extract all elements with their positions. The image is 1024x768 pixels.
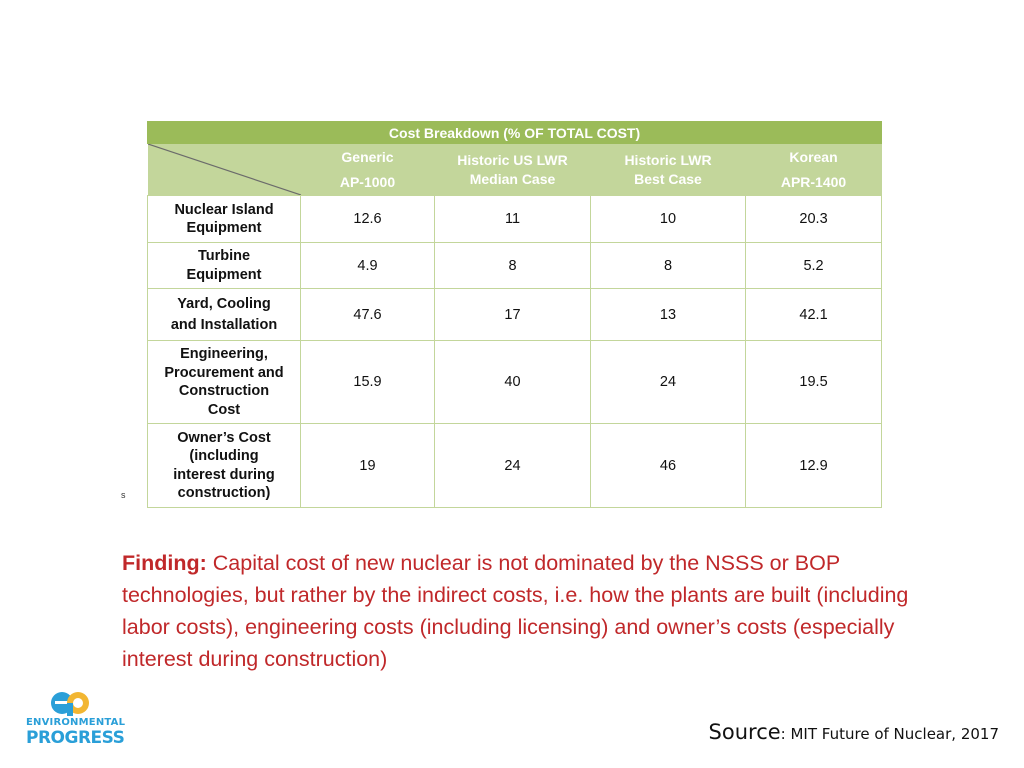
table-row: Turbine Equipment 4.9 8 8 5.2 — [147, 242, 883, 289]
column-header-line1: Historic US LWR — [457, 151, 568, 168]
table-cell: 42.1 — [744, 288, 883, 341]
row-label: Nuclear Island Equipment — [147, 195, 301, 243]
table-cell: 10 — [590, 195, 746, 243]
column-header-line1: Korean — [789, 148, 838, 165]
row-label-line: Engineering, — [180, 346, 268, 362]
column-header-line2: AP-1000 — [339, 173, 396, 190]
table-cell: 4.9 — [300, 242, 435, 289]
row-label-line: (including — [189, 448, 259, 464]
table-cell: 19.5 — [744, 340, 883, 424]
table-cell: 20.3 — [744, 195, 883, 243]
table-cell: 5.2 — [744, 242, 883, 289]
table-cell: 13 — [590, 288, 746, 341]
row-label-line: construction) — [177, 485, 271, 501]
column-header-line2: Median Case — [469, 170, 556, 187]
cost-breakdown-table-container: Cost Breakdown (% OF TOTAL COST) Generic… — [146, 121, 883, 508]
environmental-progress-logo — [26, 690, 116, 750]
row-label-line: Cost — [207, 401, 241, 418]
row-label-line: Yard, Cooling — [177, 295, 271, 312]
table-cell: 8 — [434, 242, 591, 289]
logo-line2: PROGRESS — [26, 728, 125, 748]
column-header-historic-best: Historic LWR Best Case — [590, 143, 746, 196]
ep-logo-icon — [51, 692, 89, 716]
row-label-line: Equipment — [186, 266, 262, 283]
row-label-line: interest during — [173, 466, 275, 483]
column-header-line1: Generic — [341, 148, 394, 165]
table-row: Nuclear Island Equipment 12.6 11 10 20.3 — [147, 195, 883, 243]
table-cell: 40 — [434, 340, 591, 424]
logo-line1: ENVIRONMENTAL — [26, 717, 126, 728]
table-cell: 12.9 — [744, 423, 883, 508]
table-cell: 24 — [590, 340, 746, 424]
row-label-line: and Installation — [170, 317, 278, 333]
column-header-line1: Historic LWR — [624, 151, 712, 168]
table-row: Yard, Cooling and Installation 47.6 17 1… — [147, 288, 883, 341]
table-cell: 19 — [300, 423, 435, 508]
column-header-line2: APR-1400 — [780, 173, 847, 190]
column-header-historic-us: Historic US LWR Median Case — [434, 143, 591, 196]
row-label-line: Nuclear Island — [174, 201, 274, 218]
table-cell: 47.6 — [300, 288, 435, 341]
finding-text: Capital cost of new nuclear is not domin… — [122, 551, 909, 671]
diagonal-line — [147, 144, 301, 195]
row-label-line: Turbine — [197, 248, 251, 264]
row-label: Owner’s Cost (including interest during … — [147, 423, 301, 508]
column-header-korean: Korean APR-1400 — [745, 143, 882, 196]
row-label-line: Equipment — [186, 220, 262, 236]
source-label: Source — [708, 720, 781, 744]
row-label: Engineering, Procurement and Constructio… — [147, 340, 301, 424]
cost-breakdown-table: Cost Breakdown (% OF TOTAL COST) Generic… — [146, 121, 883, 508]
corner-diagonal-cell — [147, 143, 301, 196]
column-header-row: Generic AP-1000 Historic US LWR Median C… — [147, 143, 882, 196]
row-label-line: Owner’s Cost — [177, 429, 271, 446]
table-cell: 11 — [434, 195, 591, 243]
row-label: Yard, Cooling and Installation — [147, 288, 301, 341]
table-cell: 24 — [434, 423, 591, 508]
finding-label: Finding: — [122, 551, 207, 575]
table-row: Engineering, Procurement and Constructio… — [147, 340, 883, 424]
column-header-generic: Generic AP-1000 — [300, 143, 435, 196]
finding-paragraph: Finding: Capital cost of new nuclear is … — [122, 547, 942, 675]
row-label-line: Construction — [178, 383, 270, 399]
table-cell: 46 — [590, 423, 746, 508]
table-title: Cost Breakdown (% OF TOTAL COST) — [146, 121, 883, 144]
stray-mark: s — [121, 490, 126, 500]
table-cell: 15.9 — [300, 340, 435, 424]
row-label-line: Procurement and — [164, 364, 284, 381]
source-citation: Source: MIT Future of Nuclear, 2017 — [709, 720, 999, 744]
table-row: Owner’s Cost (including interest during … — [147, 423, 883, 508]
table-cell: 8 — [590, 242, 746, 289]
table-cell: 17 — [434, 288, 591, 341]
source-text: : MIT Future of Nuclear, 2017 — [780, 725, 999, 743]
row-label: Turbine Equipment — [147, 242, 301, 289]
column-header-line2: Best Case — [634, 170, 702, 187]
table-cell: 12.6 — [300, 195, 435, 243]
